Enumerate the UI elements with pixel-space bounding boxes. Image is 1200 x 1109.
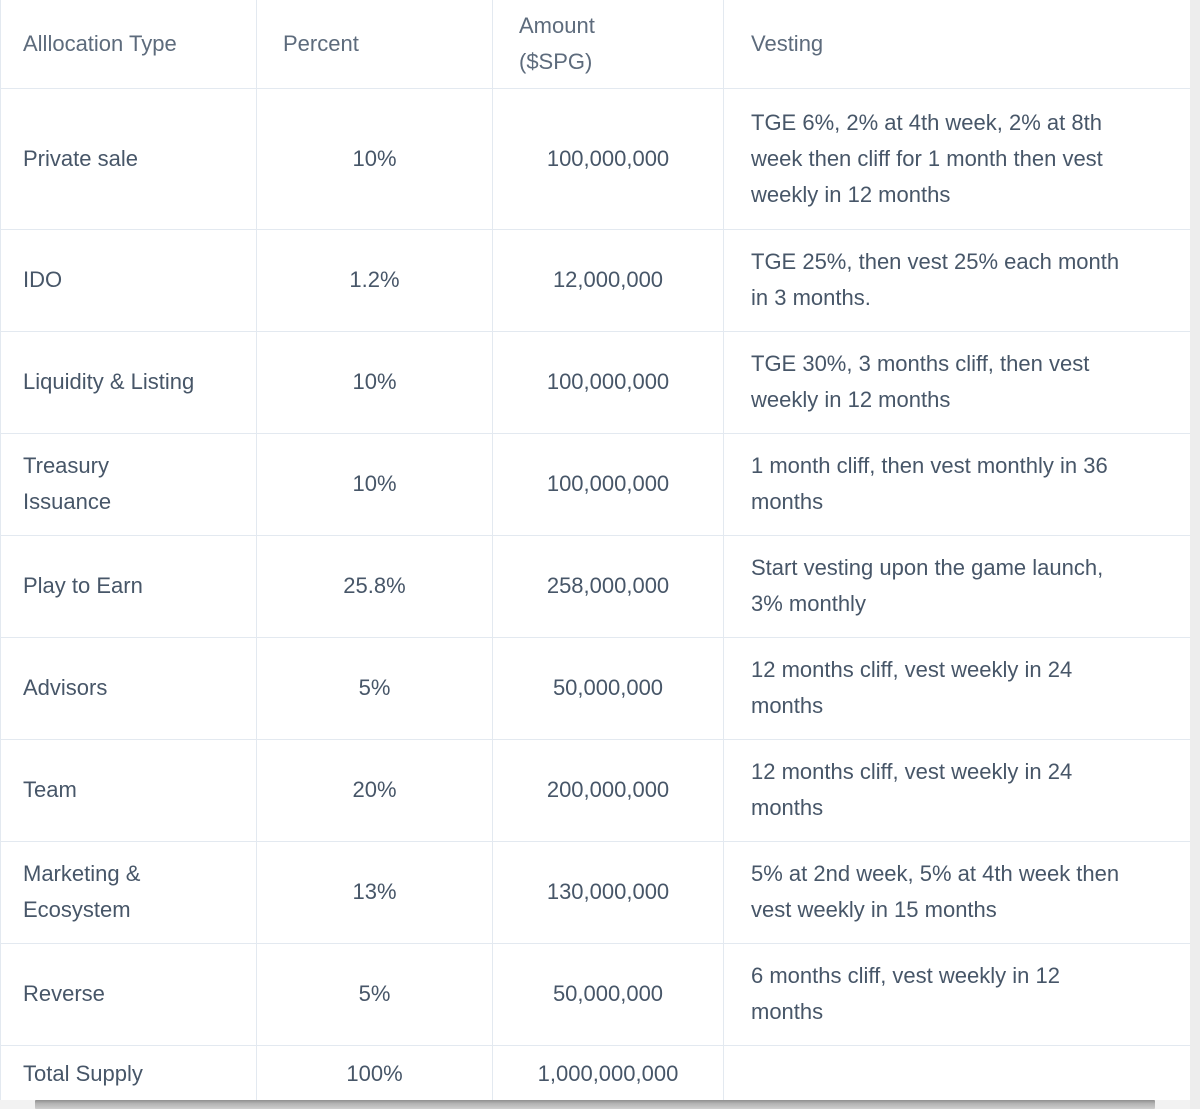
cell-allocation-type: Treasury Issuance <box>0 432 257 536</box>
table-row: Private sale 10% 100,000,000 TGE 6%, 2% … <box>0 87 1190 230</box>
column-header-vesting: Vesting <box>723 0 1190 89</box>
table-row: Reverse 5% 50,000,000 6 months cliff, ve… <box>0 942 1190 1046</box>
table-body: Private sale 10% 100,000,000 TGE 6%, 2% … <box>0 87 1190 1100</box>
cell-amount: 1,000,000,000 <box>492 1044 724 1100</box>
cell-allocation-type: Reverse <box>0 942 257 1046</box>
cell-allocation-type: Liquidity & Listing <box>0 330 257 434</box>
cell-amount: 130,000,000 <box>492 840 724 944</box>
cell-vesting: 12 months cliff, vest weekly in 24 month… <box>723 636 1190 740</box>
cell-vesting: TGE 6%, 2% at 4th week, 2% at 8th week t… <box>723 87 1190 230</box>
cell-amount: 200,000,000 <box>492 738 724 842</box>
table-row: Advisors 5% 50,000,000 12 months cliff, … <box>0 636 1190 740</box>
table-row: Marketing & Ecosystem 13% 130,000,000 5%… <box>0 840 1190 944</box>
table-row: Treasury Issuance 10% 100,000,000 1 mont… <box>0 432 1190 536</box>
table-header: Alllocation Type Percent Amount ($SPG) V… <box>0 0 1190 89</box>
header-row: Alllocation Type Percent Amount ($SPG) V… <box>0 0 1190 89</box>
column-header-allocation-type: Alllocation Type <box>0 0 257 89</box>
horizontal-scrollbar-thumb[interactable] <box>35 1100 1155 1109</box>
cell-amount: 100,000,000 <box>492 432 724 536</box>
cell-allocation-type: IDO <box>0 228 257 332</box>
column-header-percent: Percent <box>256 0 493 89</box>
cell-allocation-type: Total Supply <box>0 1044 257 1100</box>
cell-allocation-type: Play to Earn <box>0 534 257 638</box>
cell-percent: 10% <box>256 432 493 536</box>
cell-allocation-type: Advisors <box>0 636 257 740</box>
cell-vesting: 5% at 2nd week, 5% at 4th week then vest… <box>723 840 1190 944</box>
table-row: Total Supply 100% 1,000,000,000 <box>0 1044 1190 1100</box>
cell-allocation-type: Team <box>0 738 257 842</box>
cell-allocation-type: Private sale <box>0 87 257 230</box>
cell-percent: 10% <box>256 330 493 434</box>
cell-vesting: 12 months cliff, vest weekly in 24 month… <box>723 738 1190 842</box>
vertical-scrollbar-track[interactable] <box>1190 0 1200 1109</box>
cell-percent: 5% <box>256 636 493 740</box>
cell-vesting: TGE 25%, then vest 25% each month in 3 m… <box>723 228 1190 332</box>
cell-percent: 13% <box>256 840 493 944</box>
cell-percent: 5% <box>256 942 493 1046</box>
table-row: Team 20% 200,000,000 12 months cliff, ve… <box>0 738 1190 842</box>
table-row: IDO 1.2% 12,000,000 TGE 25%, then vest 2… <box>0 228 1190 332</box>
cell-percent: 100% <box>256 1044 493 1100</box>
table-row: Liquidity & Listing 10% 100,000,000 TGE … <box>0 330 1190 434</box>
cell-vesting <box>723 1044 1190 1100</box>
cell-amount: 50,000,000 <box>492 942 724 1046</box>
cell-amount: 258,000,000 <box>492 534 724 638</box>
cell-amount: 100,000,000 <box>492 330 724 434</box>
cell-amount: 100,000,000 <box>492 87 724 230</box>
cell-percent: 20% <box>256 738 493 842</box>
column-header-amount-spg: Amount ($SPG) <box>492 0 724 89</box>
cell-vesting: Start vesting upon the game launch, 3% m… <box>723 534 1190 638</box>
table-row: Play to Earn 25.8% 258,000,000 Start ves… <box>0 534 1190 638</box>
cell-amount: 50,000,000 <box>492 636 724 740</box>
horizontal-scrollbar-track[interactable] <box>0 1100 1190 1109</box>
cell-amount: 12,000,000 <box>492 228 724 332</box>
cell-allocation-type: Marketing & Ecosystem <box>0 840 257 944</box>
cell-percent: 10% <box>256 87 493 230</box>
cell-vesting: TGE 30%, 3 months cliff, then vest weekl… <box>723 330 1190 434</box>
cell-vesting: 6 months cliff, vest weekly in 12 months <box>723 942 1190 1046</box>
cell-percent: 25.8% <box>256 534 493 638</box>
cell-percent: 1.2% <box>256 228 493 332</box>
cell-vesting: 1 month cliff, then vest monthly in 36 m… <box>723 432 1190 536</box>
